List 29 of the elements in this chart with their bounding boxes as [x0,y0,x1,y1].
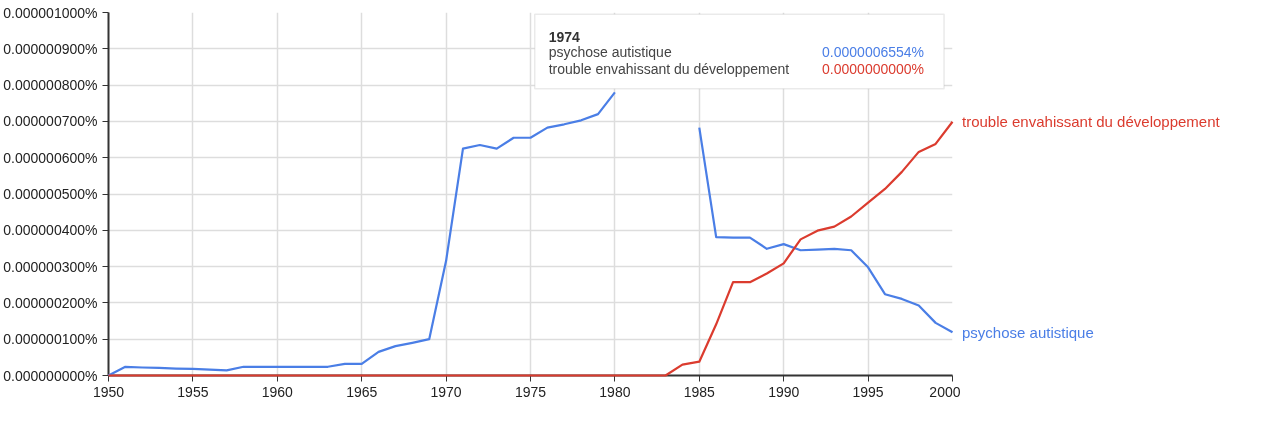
y-tick-label: 0.000000500% [3,186,98,202]
annotation: psychose autistique [548,44,672,61]
x-tick-label: 1965 [346,383,378,400]
x-tick-label: 1960 [261,383,294,400]
x-tick-label: 1955 [177,383,209,400]
y-tick-label: 0.000000200% [3,294,98,311]
annotation: 0.0000000000% [822,61,925,78]
y-tick-label: 0.000000100% [3,331,98,348]
y-tick-label: 0.000000300% [3,258,98,275]
annotation: 1974 [548,29,581,46]
x-tick-label: 1950 [92,383,125,400]
annotation: trouble envahissant du développement [548,61,790,78]
series-label: trouble envahissant du développement [962,113,1221,131]
y-tick-label: 0.000000400% [3,222,98,239]
y-tick-label: 0.000000900% [3,40,98,57]
series-label: psychose autistique [962,323,1094,341]
x-tick-label: 2000 [929,383,961,400]
y-tick-label: 0.000000600% [3,149,98,166]
x-tick-label: 1975 [514,383,547,400]
y-tick-label: 0.000001000% [3,4,98,21]
y-tick-label: 0.000000000% [3,367,98,384]
x-tick-label: 1980 [599,383,631,400]
x-tick-label: 1995 [852,383,884,400]
x-tick-label: 1990 [768,383,800,400]
y-tick-label: 0.000000800% [3,77,98,94]
x-tick-label: 1985 [683,383,716,400]
x-tick-label: 1970 [430,383,462,400]
y-tick-label: 0.000000700% [3,113,98,130]
annotation: 0.0000006554% [822,44,925,61]
